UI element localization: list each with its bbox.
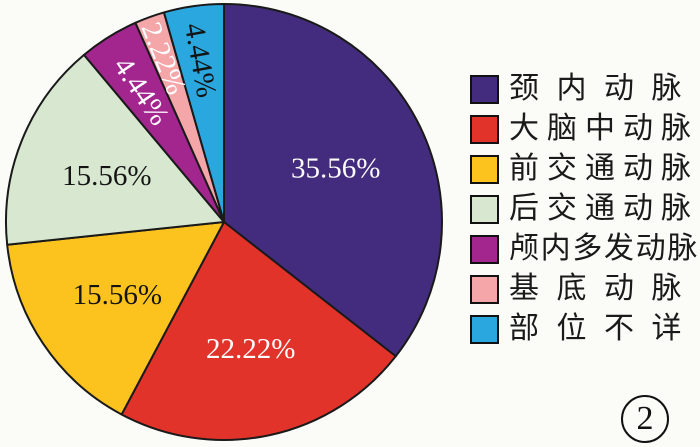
legend-item-1: 大脑中动脉 <box>470 114 699 144</box>
legend-item-2: 前交通动脉 <box>470 154 699 184</box>
legend-item-0: 颈内动脉 <box>470 74 699 104</box>
pie-slice-1 <box>120 221 397 441</box>
legend-item-label-2: 前交通动脉 <box>509 152 699 185</box>
legend-item-label-6: 部位不详 <box>509 312 699 345</box>
legend-swatch-4 <box>470 234 499 264</box>
legend-item-label-3: 后交通动脉 <box>509 192 699 225</box>
legend-swatch-1 <box>470 114 499 144</box>
pie-slice-label-0: 35.56% <box>291 153 380 185</box>
legend-item-label-1: 大脑中动脉 <box>509 112 699 145</box>
legend-swatch-5 <box>470 274 499 304</box>
legend-item-label-4: 颅内多发动脉 <box>509 232 699 265</box>
legend-item-4: 颅内多发动脉 <box>470 234 699 264</box>
legend-item-label-0: 颈内动脉 <box>509 72 699 105</box>
figure-number-badge: 2 <box>621 395 669 443</box>
legend-swatch-2 <box>470 154 499 184</box>
legend-item-5: 基底动脉 <box>470 274 699 304</box>
pie-slice-0 <box>223 3 443 358</box>
pie-slice-label-1: 22.22% <box>206 333 295 365</box>
legend-swatch-0 <box>470 74 499 104</box>
legend-item-label-5: 基底动脉 <box>509 272 699 305</box>
pie-slice-6 <box>162 3 225 223</box>
pie-slice-label-2: 15.56% <box>73 279 162 311</box>
legend-item-6: 部位不详 <box>470 314 699 344</box>
legend: 颈内动脉大脑中动脉前交通动脉后交通动脉颅内多发动脉 基底动脉部位不详 <box>470 74 699 354</box>
pie-slice-3 <box>4 53 225 246</box>
figure-number: 2 <box>636 400 654 437</box>
pie-slice-label-3: 15.56% <box>62 160 151 192</box>
legend-swatch-3 <box>470 194 499 224</box>
pie-slice-2 <box>6 221 225 416</box>
legend-item-3: 后交通动脉 <box>470 194 699 224</box>
legend-swatch-6 <box>470 314 499 344</box>
